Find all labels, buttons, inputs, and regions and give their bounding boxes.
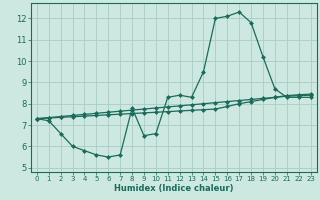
X-axis label: Humidex (Indice chaleur): Humidex (Indice chaleur) [114,184,234,193]
